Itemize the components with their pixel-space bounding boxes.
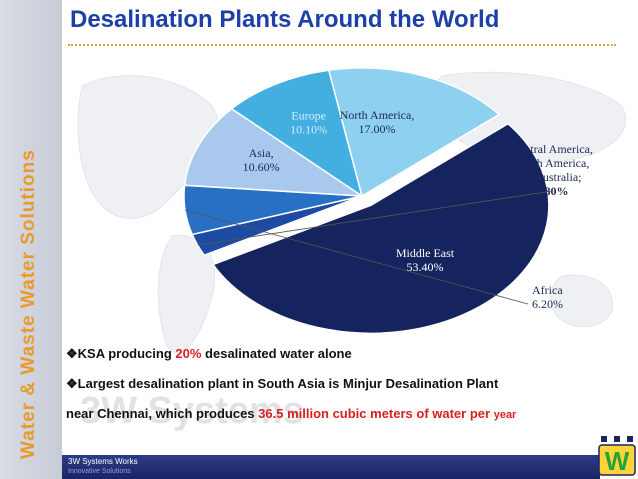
- bullet-item-minjur: ❖Largest desalination plant in South Asi…: [66, 376, 498, 392]
- bullet-text: near Chennai, which produces: [66, 406, 259, 421]
- bullet-text: desalinated water alone: [201, 346, 352, 361]
- bullet-text: KSA producing: [77, 346, 176, 361]
- 3w-logo-icon: W: [598, 436, 636, 476]
- bullet-diamond-icon: ❖: [66, 376, 78, 391]
- pie-value-label: 10.60%: [243, 160, 280, 174]
- pie-category-label: Europe: [291, 109, 326, 123]
- pie-category-label: Middle East: [396, 246, 455, 260]
- logo-letter: W: [605, 446, 630, 476]
- pie-value-label: 53.40%: [406, 260, 443, 274]
- pie-category-label: North America,: [340, 108, 415, 122]
- footer-bar: 3W Systems Works Innovative Solutions: [62, 455, 600, 479]
- bullet-item-chennai: near Chennai, which produces 36.5 millio…: [66, 406, 516, 421]
- highlight-value: 36.5 million cubic meters of water per: [258, 406, 491, 421]
- pie-category-label: Asia,: [249, 146, 274, 160]
- leader-line: [184, 209, 529, 305]
- sidebar: Water & Waste Water Solutions: [0, 0, 62, 479]
- pie-value-label: 6.20%: [532, 297, 563, 311]
- pie-category-label: Africa: [532, 283, 563, 297]
- highlight-percent: 20%: [175, 346, 202, 361]
- watermark-text: 3W Systems: [80, 390, 304, 432]
- page-title: Desalination Plants Around the World: [70, 6, 500, 33]
- bullet-text: Largest desalination plant in South Asia…: [77, 376, 499, 391]
- highlight-year: year: [493, 409, 517, 421]
- pie-category-label: Central America,: [511, 142, 593, 156]
- pie-slice: [327, 67, 501, 198]
- pie-value-label: 17.00%: [359, 122, 396, 136]
- pie-slice: [230, 69, 364, 198]
- pie-value-label: 10.10%: [290, 123, 327, 137]
- bullet-diamond-icon: ❖: [66, 346, 78, 361]
- pie-slice: [183, 107, 365, 197]
- bullet-item-ksa: ❖KSA producing 20% desalinated water alo…: [66, 346, 352, 362]
- pie-slice: [211, 122, 550, 335]
- leader-line: [197, 190, 553, 246]
- pie-category-label: & Australia;: [523, 170, 582, 184]
- footer-subtext: Innovative Solutions: [68, 468, 131, 475]
- footer-text: 3W Systems Works: [68, 457, 138, 466]
- title-divider: [68, 44, 616, 46]
- pie-category-label: South America,: [515, 156, 590, 170]
- sidebar-title: Water & Waste Water Solutions: [18, 149, 39, 459]
